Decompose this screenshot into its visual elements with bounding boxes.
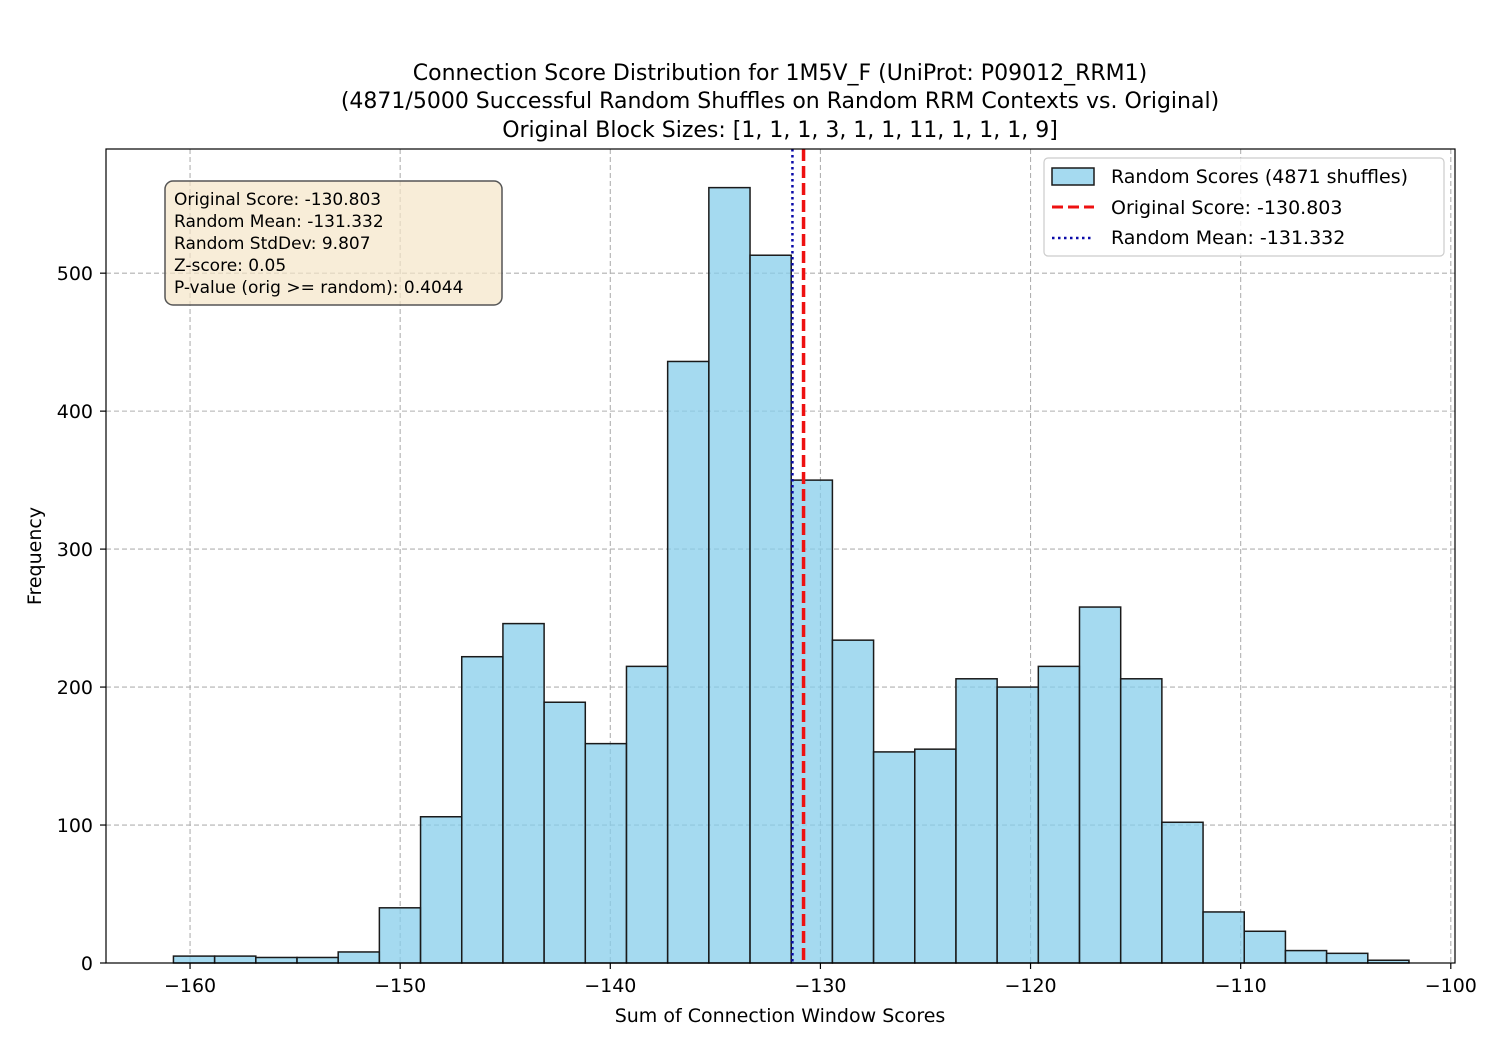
y-axis-label: Frequency [24,507,46,605]
x-tick-label: −160 [164,975,216,997]
histogram-bar [337,951,381,964]
histogram-bar [872,751,916,964]
stats-box: Original Score: -130.803 Random Mean: -1… [164,180,503,306]
histogram-bar [1078,606,1122,964]
histogram-bar [955,678,998,964]
histogram-bar [584,742,628,964]
histogram-bar [419,816,463,964]
stats-box-background [164,180,503,306]
histogram-bar [666,360,710,964]
histogram-bar [378,907,422,964]
y-tick-label: 500 [57,263,93,285]
x-tick-label: −130 [794,975,846,997]
histogram-bar [460,655,504,964]
y-tick-label: 100 [57,815,93,837]
histogram-bar [914,748,957,964]
y-tick-label: 200 [57,677,93,699]
histogram-bar [996,686,1040,964]
legend-label-original-score: Original Score: -130.803 [1111,197,1342,219]
histogram-bar [1037,665,1081,964]
legend: Random Scores (4871 shuffles) Original S… [1043,157,1445,257]
axis-ticks: −160 −150 −140 −130 −120 −110 −100 0 100 200 300 40… [57,263,1477,997]
stats-line-zscore: Z-score: 0.05 [174,256,286,276]
y-tick-label: 0 [81,953,93,975]
stats-line-pvalue: P-value (orig >= random): 0.4044 [174,278,463,298]
histogram-bar [708,186,751,964]
histogram-bar [625,665,669,964]
x-tick-label: −100 [1425,975,1477,997]
histogram-bar [255,956,298,964]
legend-label-random-mean: Random Mean: -131.332 [1111,227,1345,249]
legend-frame [1043,157,1445,257]
x-tick-label: −150 [374,975,426,997]
legend-label-random-scores: Random Scores (4871 shuffles) [1111,166,1408,188]
histogram-bar [1243,930,1287,964]
histogram-bar [1284,949,1328,964]
histogram-bar [1119,678,1163,964]
chart-title-line-3: Original Block Sizes: [1, 1, 1, 3, 1, 1,… [502,118,1058,143]
histogram-bar [213,955,257,964]
x-tick-label: −140 [584,975,636,997]
histogram-bar [831,639,875,964]
histogram-bar [1161,821,1204,964]
histogram-bar [172,955,216,964]
histogram-bar [749,254,792,964]
histogram-bar [296,956,339,964]
histogram-bar [543,701,587,964]
plot-frame [105,148,1456,964]
histogram-bar [502,622,545,964]
stats-line-stddev: Random StdDev: 9.807 [174,234,371,254]
x-tick-label: −110 [1215,975,1267,997]
reference-lines [791,149,806,963]
chart-title-line-2: (4871/5000 Successful Random Shuffles on… [341,89,1219,114]
histogram-bar [1325,952,1369,964]
histogram-bar [1202,911,1245,964]
stats-line-mean: Random Mean: -131.332 [174,212,384,232]
chart-title-line-1: Connection Score Distribution for 1M5V_F… [413,61,1147,86]
y-tick-label: 300 [57,539,93,561]
y-tick-label: 400 [57,401,93,423]
legend-swatch-random-scores [1051,167,1095,186]
x-axis-label: Sum of Connection Window Scores [615,1005,946,1027]
histogram-bar [790,479,834,964]
stats-line-original: Original Score: -130.803 [174,190,381,210]
x-tick-label: −120 [1004,975,1056,997]
